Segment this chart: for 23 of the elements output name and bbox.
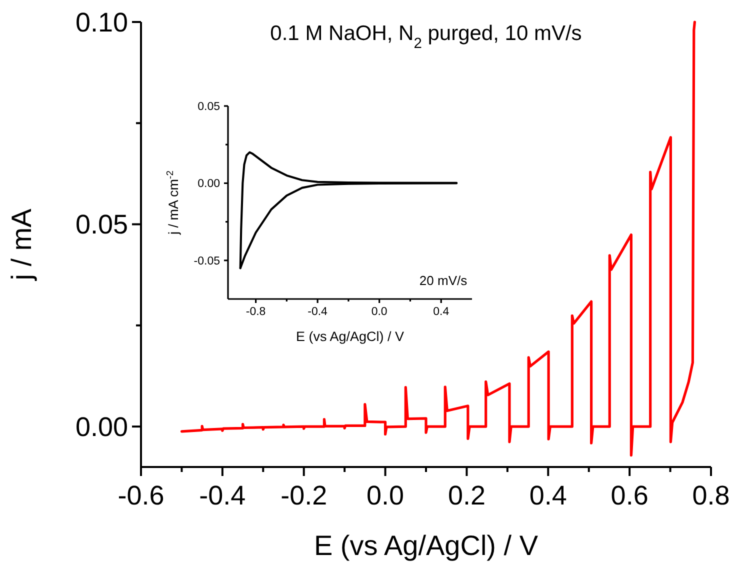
y-axis-title: j / mA <box>6 208 37 282</box>
x-axis-title: E (vs Ag/AgCl) / V <box>296 329 404 344</box>
x-tick-label: -0.6 <box>118 480 164 510</box>
y-tick-label: 0.05 <box>75 210 128 240</box>
x-tick-label: -0.8 <box>246 306 266 318</box>
y-tick-label: 0.10 <box>75 7 128 38</box>
x-tick-label: -0.2 <box>280 480 328 510</box>
x-axis-title: E (vs Ag/AgCl) / V <box>314 530 538 561</box>
x-tick-label: 0.6 <box>610 480 648 510</box>
y-tick-label: 0.00 <box>75 412 128 442</box>
x-tick-label: 0.0 <box>371 306 388 318</box>
y-tick-label: -0.05 <box>194 255 220 268</box>
x-tick-label: 0.4 <box>529 480 567 510</box>
x-tick-label: 0.0 <box>366 480 404 510</box>
x-tick-label: 0.2 <box>448 480 486 510</box>
annotation: 20 mV/s <box>419 273 468 288</box>
y-tick-label: 0.00 <box>198 178 220 190</box>
x-tick-label: -0.4 <box>308 306 328 318</box>
annotation: 0.1 M NaOH, N$_{2}$ purged, 10 mV/s <box>270 22 582 52</box>
x-tick-label: 0.8 <box>692 480 730 510</box>
x-tick-label: 0.4 <box>433 306 450 318</box>
y-tick-label: 0.05 <box>198 101 220 114</box>
x-tick-label: -0.4 <box>199 480 246 510</box>
